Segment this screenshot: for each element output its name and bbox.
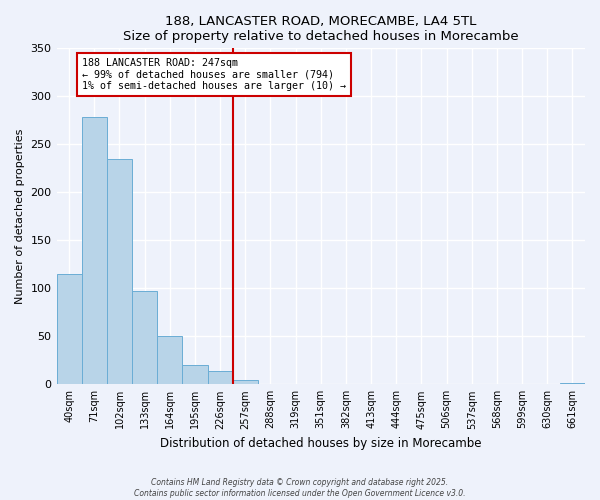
Bar — [107, 158, 132, 384]
Bar — [56, 274, 82, 384]
Y-axis label: Number of detached properties: Number of detached properties — [15, 128, 25, 304]
Text: Contains HM Land Registry data © Crown copyright and database right 2025.
Contai: Contains HM Land Registry data © Crown c… — [134, 478, 466, 498]
Text: 188 LANCASTER ROAD: 247sqm
← 99% of detached houses are smaller (794)
1% of semi: 188 LANCASTER ROAD: 247sqm ← 99% of deta… — [82, 58, 346, 91]
X-axis label: Distribution of detached houses by size in Morecambe: Distribution of detached houses by size … — [160, 437, 482, 450]
Bar — [233, 380, 258, 384]
Bar — [182, 365, 208, 384]
Bar — [132, 291, 157, 384]
Title: 188, LANCASTER ROAD, MORECAMBE, LA4 5TL
Size of property relative to detached ho: 188, LANCASTER ROAD, MORECAMBE, LA4 5TL … — [123, 15, 518, 43]
Bar — [82, 118, 107, 384]
Bar — [157, 336, 182, 384]
Bar — [208, 371, 233, 384]
